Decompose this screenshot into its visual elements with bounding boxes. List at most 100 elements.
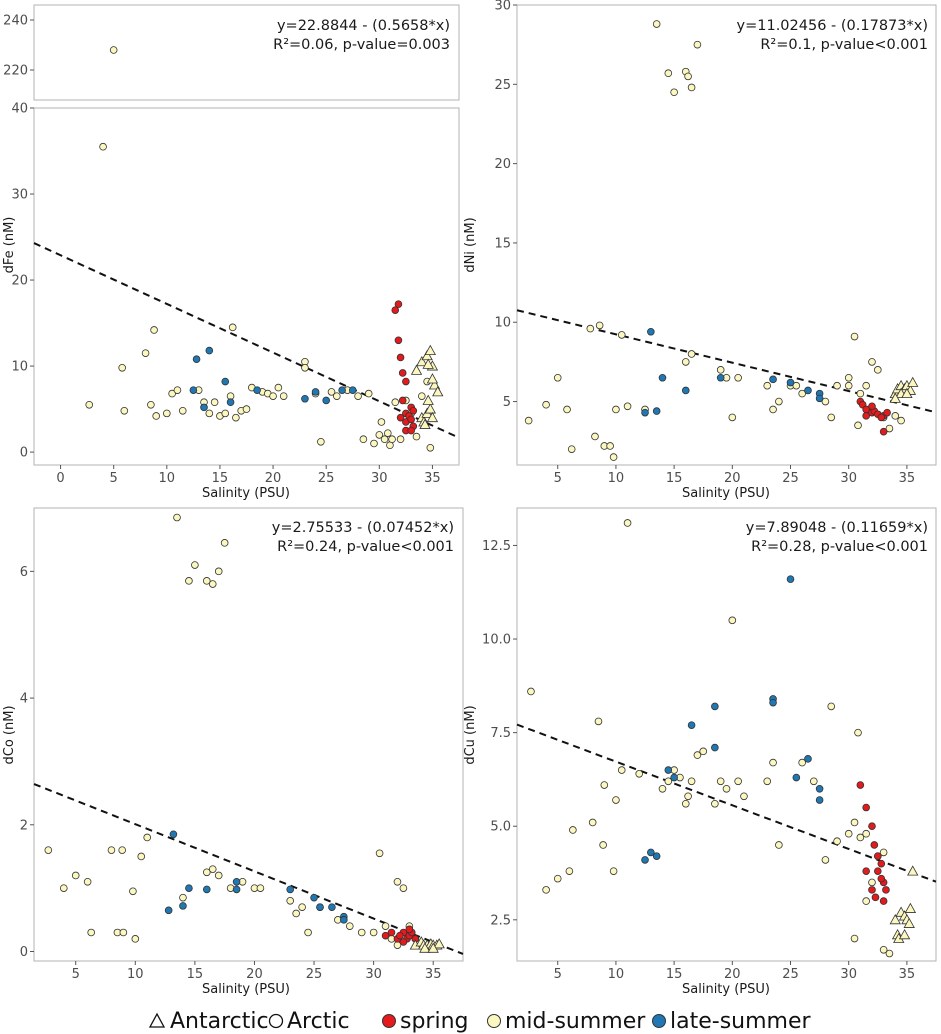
fe-point-antarctic-mid-summer	[424, 344, 436, 355]
co-point-arctic-mid-summer	[399, 884, 408, 892]
co-point-arctic-mid-summer	[304, 928, 312, 937]
fe-point-arctic-mid-summer	[426, 443, 435, 452]
fe-point-arctic-mid-summer	[178, 407, 187, 415]
co-x-tick-label: 15	[187, 967, 204, 982]
co-point-arctic-late-summer	[286, 885, 295, 894]
co-point-arctic-mid-summer	[202, 868, 211, 877]
fe-point-arctic-late-summer	[221, 377, 230, 386]
legend-late-summer-swatch	[652, 1014, 666, 1028]
fe-point-arctic-mid-summer	[391, 398, 400, 407]
fe-x-tick-label: 25	[318, 471, 335, 486]
cu-point-arctic-spring	[862, 803, 870, 812]
cu-point-arctic-late-summer	[670, 773, 678, 782]
ni-point-arctic-late-summer	[786, 378, 795, 387]
fe-point-arctic-late-summer	[338, 386, 346, 394]
co-point-arctic-mid-summer	[143, 833, 152, 842]
fe-point-arctic-mid-summer	[359, 435, 368, 443]
ni-point-arctic-mid-summer	[591, 432, 599, 441]
ni-point-arctic-mid-summer	[821, 397, 830, 406]
cu-point-antarctic-mid-summer	[898, 928, 911, 940]
fe-point-arctic-late-summer	[322, 396, 330, 405]
fe-point-arctic-late-summer	[301, 394, 309, 403]
ni-point-arctic-mid-summer	[734, 373, 742, 382]
cu-point-arctic-mid-summer	[862, 829, 870, 838]
fe-point-arctic-late-summer	[189, 386, 198, 394]
legend-circle-icon	[268, 1013, 284, 1029]
cu-x-axis-label: Salinity (PSU)	[682, 982, 770, 997]
fe-point-arctic-mid-summer	[384, 429, 392, 437]
fe-point-arctic-late-summer	[348, 386, 357, 394]
co-point-arctic-mid-summer	[173, 513, 181, 522]
fe-point-arctic-late-summer	[205, 346, 214, 355]
co-panel: y=2.75533 - (0.07452*x) R²=0.24, p-value…	[2, 507, 464, 997]
co-point-arctic-mid-summer	[191, 561, 199, 569]
cu-point-arctic-late-summer	[711, 702, 719, 711]
fe-point-arctic-mid-summer	[173, 386, 182, 394]
co-point-arctic-late-summer	[202, 885, 211, 894]
ni-point-arctic-mid-summer	[854, 421, 862, 430]
ni-stats: R²=0.1, p-value<0.001	[760, 37, 928, 53]
ni-point-antarctic-mid-summer	[907, 376, 919, 387]
cu-y-tick-label: 10.0	[482, 633, 511, 648]
co-marks: 5 10 15 20 25 30 35 0 2 4 6	[20, 513, 464, 982]
co-point-arctic-mid-summer	[214, 871, 223, 880]
legend-arctic: Arctic	[287, 1009, 350, 1034]
cu-point-arctic-mid-summer	[565, 867, 574, 875]
fe-point-arctic-mid-summer	[150, 326, 158, 334]
co-y-tick-label: 0	[20, 945, 28, 960]
fe-point-arctic-mid-summer	[221, 409, 230, 418]
cu-point-arctic-spring	[879, 897, 888, 905]
ni-point-arctic-mid-summer	[862, 381, 870, 390]
ni-point-arctic-mid-summer	[885, 424, 894, 433]
cu-point-arctic-mid-summer	[809, 777, 818, 786]
ni-point-arctic-mid-summer	[595, 321, 604, 330]
fe-y-tick-label: 30	[11, 188, 28, 203]
ni-point-arctic-mid-summer	[623, 402, 632, 411]
co-point-arctic-mid-summer	[137, 852, 146, 861]
fe-point-arctic-spring	[407, 415, 415, 424]
co-point-arctic-spring	[387, 928, 396, 937]
co-point-arctic-mid-summer	[256, 884, 265, 892]
fe-point-arctic-mid-summer	[163, 409, 171, 418]
ni-point-arctic-mid-summer	[850, 332, 859, 341]
fe-point-arctic-late-summer	[253, 386, 261, 394]
co-point-arctic-mid-summer	[381, 922, 390, 930]
fe-point-antarctic-mid-summer	[426, 373, 439, 384]
fe-y-tick-label: 40	[11, 102, 28, 117]
fe-upper-y-tick-label: 240	[3, 14, 28, 29]
cu-x-tick-label: 30	[840, 967, 857, 982]
cu-point-arctic-spring	[874, 852, 882, 860]
ni-point-arctic-mid-summer	[874, 366, 882, 374]
co-point-arctic-mid-summer	[208, 865, 217, 873]
cu-y-tick-label: 2.5	[490, 913, 511, 928]
ni-point-arctic-late-summer	[769, 375, 777, 384]
co-point-arctic-mid-summer	[345, 922, 354, 930]
fe-point-arctic-mid-summer	[327, 388, 336, 396]
ni-marks: 5 10 15 20 25 30 35 5 10 15 20 25 30	[494, 0, 937, 486]
fe-point-arctic-spring	[394, 300, 403, 308]
cu-point-antarctic-mid-summer	[889, 913, 901, 925]
cu-point-arctic-late-summer	[792, 773, 801, 782]
ni-point-arctic-mid-summer	[833, 381, 841, 390]
co-point-arctic-late-summer	[328, 903, 336, 911]
cu-point-arctic-mid-summer	[862, 897, 870, 905]
cu-x-tick-label: 20	[724, 967, 741, 982]
ni-point-arctic-late-summer	[652, 407, 661, 415]
ni-point-arctic-mid-summer	[687, 83, 696, 92]
ni-point-arctic-mid-summer	[586, 324, 595, 333]
co-point-arctic-mid-summer	[131, 935, 140, 943]
cu-point-arctic-mid-summer	[684, 792, 692, 801]
fe-point-arctic-mid-summer	[152, 412, 160, 420]
ni-point-arctic-mid-summer	[798, 389, 806, 398]
co-point-arctic-mid-summer	[129, 887, 137, 896]
cu-point-arctic-late-summer	[647, 848, 655, 857]
cu-point-arctic-mid-summer	[722, 784, 731, 793]
co-point-arctic-mid-summer	[87, 928, 95, 937]
cu-point-arctic-mid-summer	[763, 777, 772, 786]
co-point-arctic-mid-summer	[357, 928, 366, 937]
fe-x-tick-label: 20	[265, 471, 282, 486]
ni-y-tick-label: 10	[494, 316, 511, 331]
cu-point-arctic-late-summer	[664, 766, 673, 774]
fe-point-arctic-mid-summer	[412, 432, 421, 441]
fe-point-arctic-mid-summer	[375, 431, 384, 439]
